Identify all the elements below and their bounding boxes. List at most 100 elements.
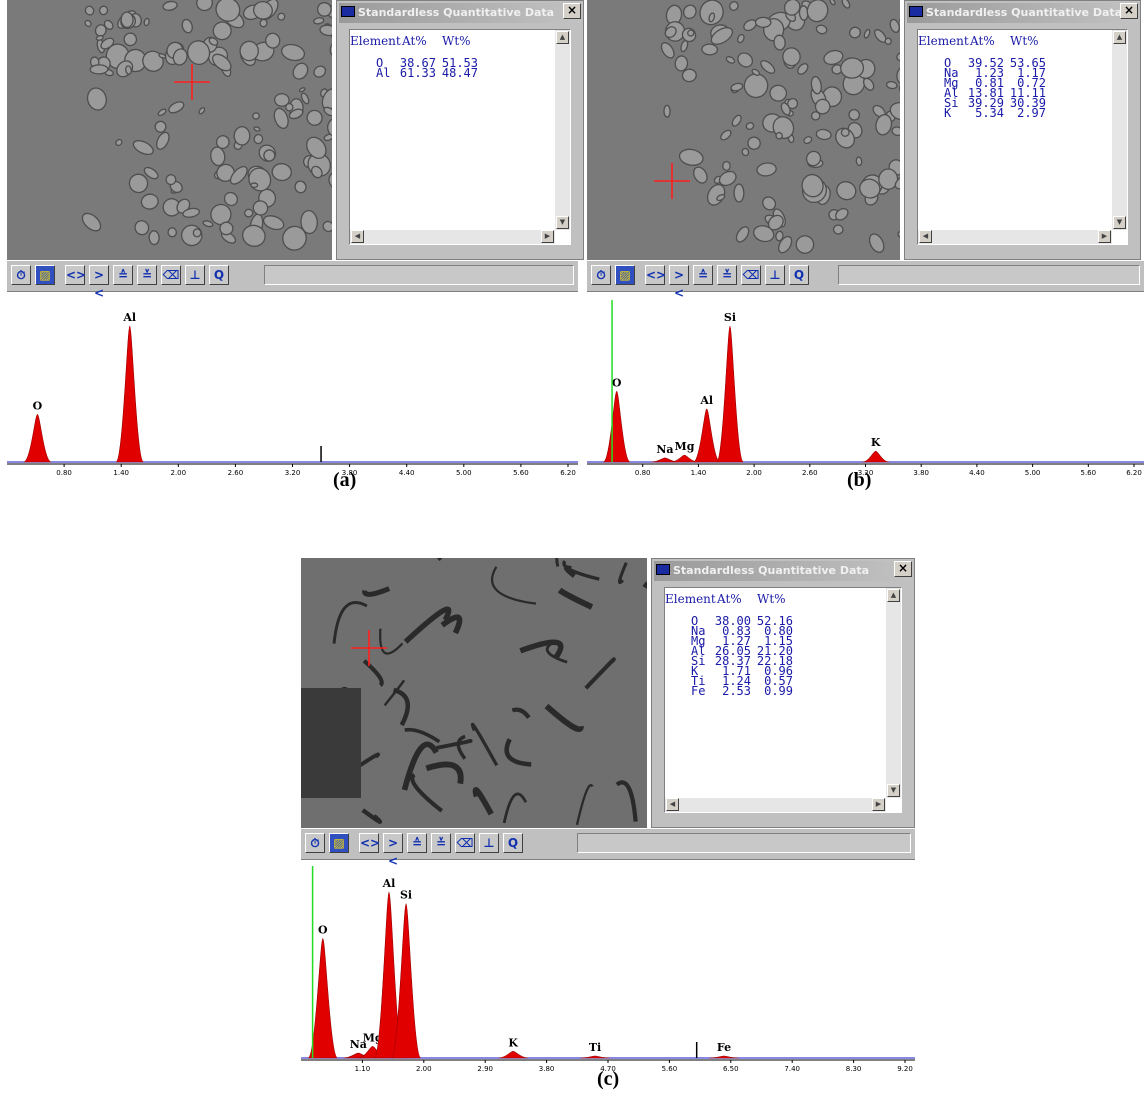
- x-tick-label: 5.60: [662, 1065, 678, 1073]
- clock-icon[interactable]: ⏱: [11, 265, 31, 285]
- scroll-down-button[interactable]: ▼: [887, 784, 900, 797]
- erase-icon[interactable]: ⌫: [741, 265, 761, 285]
- x-tick-label: 3.20: [858, 469, 874, 477]
- close-button[interactable]: ×: [894, 561, 912, 577]
- scroll-right-button[interactable]: ▶: [872, 798, 885, 811]
- close-button[interactable]: ×: [1120, 3, 1138, 19]
- cell-wt: 51.53: [441, 56, 478, 70]
- x-tick-label: 5.00: [456, 469, 472, 477]
- scale-up-icon[interactable]: ≙: [113, 265, 133, 285]
- scale-down-icon[interactable]: ≚: [137, 265, 157, 285]
- x-tick-label: 1.10: [355, 1065, 371, 1073]
- panel-caption: (c): [597, 1068, 620, 1090]
- header-element: Element: [665, 592, 716, 606]
- scale-down-icon[interactable]: ≚: [717, 265, 737, 285]
- palette-icon[interactable]: ▨: [35, 265, 55, 285]
- peak-label-icon[interactable]: ⊥: [185, 265, 205, 285]
- window-title-bar[interactable]: Standardless Quantitative Data: [654, 561, 912, 581]
- cell-el: Mg: [691, 634, 706, 648]
- compress-horizontal-icon[interactable]: ><: [89, 265, 109, 300]
- x-tick-label: 9.20: [897, 1065, 913, 1073]
- cell-wt: 48.47: [441, 66, 478, 80]
- erase-icon[interactable]: ⌫: [455, 833, 475, 853]
- peak-label: O: [33, 399, 43, 412]
- x-tick-label: 3.20: [285, 469, 301, 477]
- x-tick-label: 4.40: [399, 469, 415, 477]
- scroll-left-button[interactable]: ◀: [919, 230, 932, 243]
- cell-el: Ti: [691, 674, 706, 688]
- x-tick-label: 4.40: [969, 469, 985, 477]
- expand-horizontal-icon[interactable]: <>: [645, 265, 666, 285]
- status-field: [577, 833, 911, 853]
- peak-si: [716, 325, 744, 463]
- window-menu-icon[interactable]: [656, 564, 670, 575]
- quantify-icon[interactable]: Q: [789, 265, 809, 285]
- cell-el: O: [376, 56, 384, 70]
- cell-el: Na: [691, 624, 706, 638]
- quantify-icon[interactable]: Q: [503, 833, 523, 853]
- cell-at: 28.37: [714, 654, 751, 668]
- expand-horizontal-icon[interactable]: <>: [359, 833, 380, 853]
- x-tick-label: 2.00: [171, 469, 187, 477]
- scroll-up-button[interactable]: ▲: [1113, 31, 1126, 44]
- crosshair-icon: [174, 64, 210, 100]
- cell-wt: 1.15: [764, 634, 793, 648]
- palette-icon[interactable]: ▨: [615, 265, 635, 285]
- clock-icon[interactable]: ⏱: [591, 265, 611, 285]
- peak-label-icon[interactable]: ⊥: [765, 265, 785, 285]
- header-at: At%: [970, 34, 995, 48]
- palette-icon[interactable]: ▨: [329, 833, 349, 853]
- scale-down-icon[interactable]: ≚: [431, 833, 451, 853]
- window-menu-icon[interactable]: [909, 6, 923, 17]
- peak-ti: [580, 1055, 610, 1059]
- compress-horizontal-icon[interactable]: ><: [383, 833, 403, 868]
- x-tick-label: 1.40: [691, 469, 707, 477]
- cell-at: 1.23: [975, 66, 1004, 80]
- scale-up-icon[interactable]: ≙: [407, 833, 427, 853]
- x-tick-label: 6.20: [1126, 469, 1142, 477]
- window-title-bar[interactable]: Standardless Quantitative Data: [339, 3, 581, 23]
- peak-al: [693, 408, 721, 463]
- scroll-right-button[interactable]: ▶: [1098, 230, 1111, 243]
- peak-label: Al: [382, 877, 396, 890]
- horizontal-scrollbar[interactable]: ◀ ▶: [350, 230, 555, 244]
- scroll-down-button[interactable]: ▼: [556, 216, 569, 229]
- cell-at: 0.81: [975, 76, 1004, 90]
- peak-label-icon[interactable]: ⊥: [479, 833, 499, 853]
- scroll-up-button[interactable]: ▲: [887, 589, 900, 602]
- window-title-bar[interactable]: Standardless Quantitative Data: [907, 3, 1138, 23]
- scale-up-icon[interactable]: ≙: [693, 265, 713, 285]
- cell-wt: 0.99: [764, 684, 793, 698]
- quant-table: Element At% Wt% O 38.00 52.16 Na 0.83 0.80 Mg 1.27…: [664, 587, 902, 813]
- vertical-scrollbar[interactable]: ▲ ▼: [886, 588, 901, 798]
- peak-label: O: [612, 376, 622, 389]
- scroll-left-button[interactable]: ◀: [666, 798, 679, 811]
- scroll-up-button[interactable]: ▲: [556, 31, 569, 44]
- window-menu-icon[interactable]: [341, 6, 355, 17]
- horizontal-scrollbar[interactable]: ◀ ▶: [918, 230, 1112, 244]
- vertical-scrollbar[interactable]: ▲ ▼: [555, 30, 570, 230]
- scroll-left-button[interactable]: ◀: [351, 230, 364, 243]
- panel-caption: (a): [333, 469, 357, 491]
- cell-wt: 2.97: [1017, 106, 1046, 120]
- peak-label: Si: [400, 889, 412, 902]
- header-element: Element: [350, 34, 401, 48]
- scroll-right-button[interactable]: ▶: [541, 230, 554, 243]
- x-tick-label: 7.40: [784, 1065, 800, 1073]
- header-wt: Wt%: [757, 592, 786, 606]
- expand-horizontal-icon[interactable]: <>: [65, 265, 86, 285]
- erase-icon[interactable]: ⌫: [161, 265, 181, 285]
- quantify-icon[interactable]: Q: [209, 265, 229, 285]
- x-tick-label: 2.60: [228, 469, 244, 477]
- cell-wt: 21.20: [756, 644, 793, 658]
- sem-image: [7, 0, 332, 260]
- cell-el: Al: [944, 86, 959, 100]
- clock-icon[interactable]: ⏱: [305, 833, 325, 853]
- scroll-down-button[interactable]: ▼: [1113, 216, 1126, 229]
- crosshair-icon: [351, 630, 387, 666]
- vertical-scrollbar[interactable]: ▲ ▼: [1112, 30, 1127, 230]
- horizontal-scrollbar[interactable]: ◀ ▶: [665, 798, 886, 812]
- close-button[interactable]: ×: [563, 3, 581, 19]
- compress-horizontal-icon[interactable]: ><: [669, 265, 689, 300]
- x-tick-label: 3.80: [913, 469, 929, 477]
